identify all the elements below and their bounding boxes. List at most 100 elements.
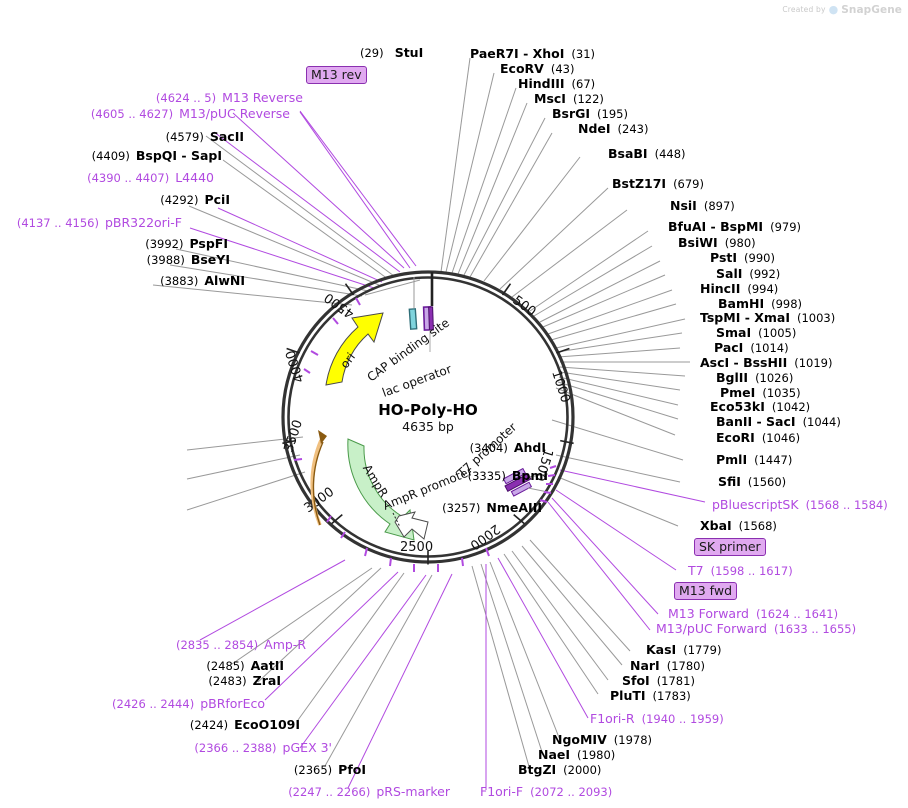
site-label-sfii[interactable]: SfiI (1560) bbox=[718, 473, 786, 489]
site-name: Eco53kI bbox=[710, 399, 765, 414]
site-label-psti[interactable]: PstI (990) bbox=[710, 249, 775, 265]
site-label-pmei[interactable]: PmeI (1035) bbox=[720, 384, 801, 400]
site-label-bamhi[interactable]: BamHI (998) bbox=[718, 295, 802, 311]
site-position: (998) bbox=[771, 297, 803, 311]
site-label-zrai[interactable]: (2483) ZraI bbox=[208, 672, 281, 688]
site-label-kasi[interactable]: KasI (1779) bbox=[646, 641, 721, 657]
site-label-pfoi[interactable]: (2365) PfoI bbox=[294, 761, 366, 777]
site-name: PmlI bbox=[716, 452, 748, 467]
site-position: (29) bbox=[360, 46, 384, 60]
site-label-eco53ki[interactable]: Eco53kI (1042) bbox=[710, 398, 810, 414]
site-label-hincii[interactable]: HincII (994) bbox=[700, 280, 778, 296]
site-label-m13-puc-reverse[interactable]: (4605 .. 4627) M13/pUC Reverse bbox=[91, 105, 290, 121]
site-label-m13-puc-forward[interactable]: M13/pUC Forward (1633 .. 1655) bbox=[656, 620, 856, 636]
site-position: (43) bbox=[550, 62, 575, 76]
leader-lines-right-bottom bbox=[471, 539, 631, 771]
site-label-tspmi-xmai[interactable]: TspMI - XmaI (1003) bbox=[700, 309, 835, 325]
leader-lines-left bbox=[152, 110, 421, 511]
site-label-sacii[interactable]: (4579) SacII bbox=[166, 128, 244, 144]
site-label-bpmi[interactable]: (3335) BpmI bbox=[468, 467, 548, 483]
site-label-nari[interactable]: NarI (1780) bbox=[630, 657, 705, 673]
site-name: pRS-marker bbox=[376, 784, 450, 799]
site-label-pbrforeco[interactable]: (2426 .. 2444) pBRforEco bbox=[112, 695, 265, 711]
site-position: (3257) bbox=[442, 501, 481, 515]
site-label-m13-forward[interactable]: M13 Forward (1624 .. 1641) bbox=[668, 605, 838, 621]
site-label-f1ori-r[interactable]: F1ori-R (1940 .. 1959) bbox=[590, 710, 724, 726]
site-position: (3335) bbox=[467, 469, 506, 483]
site-label-pluti[interactable]: PluTI (1783) bbox=[610, 687, 691, 703]
site-label-f1ori-f[interactable]: F1ori-F (2072 .. 2093) bbox=[480, 783, 612, 799]
coordinate-ticks bbox=[282, 283, 574, 565]
site-label-asci-bsshii[interactable]: AscI - BssHII (1019) bbox=[700, 354, 833, 370]
site-name: BsrGI bbox=[552, 106, 591, 121]
site-label-bsrgi[interactable]: BsrGI (195) bbox=[552, 105, 628, 121]
site-label-bglii[interactable]: BglII (1026) bbox=[716, 369, 793, 385]
site-label-pbr322ori-f[interactable]: (4137 .. 4156) pBR322ori-F bbox=[17, 214, 182, 230]
site-name: pBRforEco bbox=[200, 696, 265, 711]
backbone-feature-ticks-left bbox=[293, 297, 490, 572]
site-label-xbai[interactable]: XbaI (1568) bbox=[700, 517, 777, 533]
site-label-pbluescriptsk[interactable]: pBluescriptSK (1568 .. 1584) bbox=[712, 496, 888, 512]
site-position: (1624 .. 1641) bbox=[755, 607, 839, 621]
site-name: AlwNI bbox=[204, 273, 245, 288]
site-position: (1046) bbox=[761, 431, 801, 445]
leader-lines-bottom-left bbox=[199, 559, 453, 789]
site-name: PstI bbox=[710, 250, 738, 265]
site-name: pBR322ori-F bbox=[104, 215, 182, 230]
site-label-ecorv[interactable]: EcoRV (43) bbox=[500, 60, 574, 76]
site-label-amp-r[interactable]: (2835 .. 2854) Amp-R bbox=[176, 636, 306, 652]
feature-cap-binding-site bbox=[408, 277, 418, 330]
site-name: M13/pUC Reverse bbox=[179, 106, 290, 121]
site-label-ahdi[interactable]: (3404) AhdI bbox=[470, 439, 546, 455]
site-label-stui[interactable]: (29) StuI bbox=[360, 44, 423, 60]
site-label-ngomiv[interactable]: NgoMIV (1978) bbox=[552, 731, 652, 747]
site-label-bspqi-sapi[interactable]: (4409) BspQI - SapI bbox=[92, 147, 222, 163]
site-name: BglII bbox=[716, 370, 749, 385]
site-label-aatii[interactable]: (2485) AatII bbox=[206, 657, 284, 673]
site-label-naei[interactable]: NaeI (1980) bbox=[538, 746, 615, 762]
site-label-pcii[interactable]: (4292) PciI bbox=[160, 191, 230, 207]
site-name: BfuAI - BspMI bbox=[668, 219, 764, 234]
site-label-pspfi[interactable]: (3992) PspFI bbox=[145, 235, 228, 251]
site-label-sali[interactable]: SalI (992) bbox=[716, 265, 780, 281]
site-position: (2247 .. 2266) bbox=[288, 785, 371, 799]
site-name: pGEX 3' bbox=[282, 740, 332, 755]
site-label-ecoo109i[interactable]: (2424) EcoO109I bbox=[190, 716, 300, 732]
snapgene-logo-icon: ● bbox=[828, 3, 839, 16]
site-name: BstZ17I bbox=[612, 176, 667, 191]
site-label-ecori[interactable]: EcoRI (1046) bbox=[716, 429, 800, 445]
site-label-nmeaiii[interactable]: (3257) NmeAIII bbox=[442, 499, 542, 515]
site-position: (1447) bbox=[754, 453, 793, 467]
site-label-bseyi[interactable]: (3988) BseYI bbox=[147, 251, 230, 267]
site-label-prs-marker[interactable]: (2247 .. 2266) pRS-marker bbox=[288, 783, 450, 799]
site-label-bsiwi[interactable]: BsiWI (980) bbox=[678, 234, 756, 250]
site-label-smai[interactable]: SmaI (1005) bbox=[716, 324, 796, 340]
site-label-msci[interactable]: MscI (122) bbox=[534, 90, 604, 106]
snapgene-watermark: Created by ● SnapGene bbox=[782, 3, 902, 16]
site-label-banii-saci[interactable]: BanII - SacI (1044) bbox=[716, 413, 841, 429]
site-label-ndei[interactable]: NdeI (243) bbox=[578, 120, 648, 136]
site-label-nsii[interactable]: NsiI (897) bbox=[670, 197, 735, 213]
site-label-btgzi[interactable]: BtgZI (2000) bbox=[518, 761, 601, 777]
site-position: (679) bbox=[673, 177, 704, 191]
site-label-bstz17i[interactable]: BstZ17I (679) bbox=[612, 175, 704, 191]
site-name: BsaBI bbox=[608, 146, 648, 161]
site-label-m13-reverse[interactable]: (4624 .. 5) M13 Reverse bbox=[156, 89, 303, 105]
badge-m13-rev[interactable]: M13 rev bbox=[306, 66, 367, 85]
site-label-paci[interactable]: PacI (1014) bbox=[714, 339, 789, 355]
site-label-bsabi[interactable]: BsaBI (448) bbox=[608, 145, 686, 161]
site-label-pgex-3[interactable]: (2366 .. 2388) pGEX 3' bbox=[194, 739, 332, 755]
site-name: NarI bbox=[630, 658, 660, 673]
site-label-sfoi[interactable]: SfoI (1781) bbox=[622, 672, 695, 688]
site-label-t7[interactable]: T7 (1598 .. 1617) bbox=[688, 562, 793, 578]
site-label-alwni[interactable]: (3883) AlwNI bbox=[160, 272, 245, 288]
site-label-bfuai-bspmi[interactable]: BfuAI - BspMI (979) bbox=[668, 218, 801, 234]
site-label-paer7i-xhoi[interactable]: PaeR7I - XhoI (31) bbox=[470, 45, 595, 61]
site-label-hindiii[interactable]: HindIII (67) bbox=[518, 75, 595, 91]
badge-m13-fwd[interactable]: M13 fwd bbox=[674, 582, 738, 601]
site-label-l4440[interactable]: (4390 .. 4407) L4440 bbox=[87, 169, 214, 185]
site-name: StuI bbox=[394, 45, 424, 60]
site-label-pmli[interactable]: PmlI (1447) bbox=[716, 451, 792, 467]
site-name: PluTI bbox=[610, 688, 646, 703]
badge-sk-primer[interactable]: SK primer bbox=[694, 538, 766, 557]
